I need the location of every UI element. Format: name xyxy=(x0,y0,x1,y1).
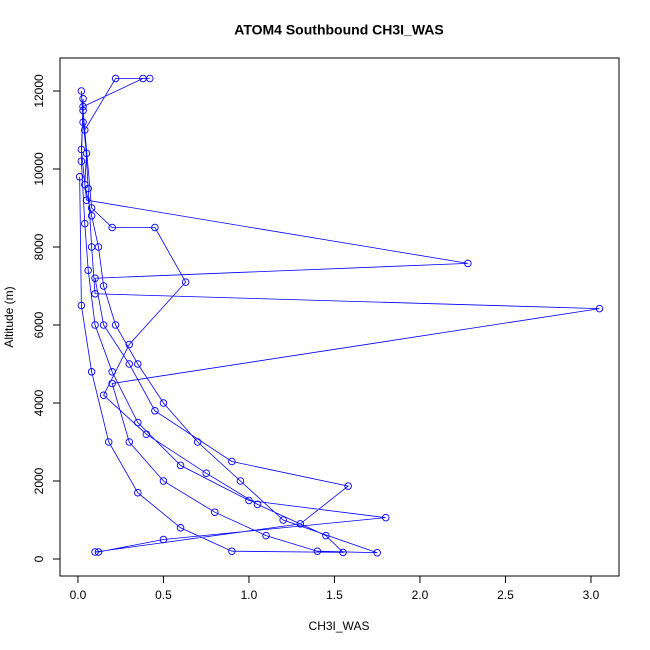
data-point xyxy=(193,438,202,446)
data-point xyxy=(108,223,116,232)
data-point xyxy=(77,145,86,154)
data-point xyxy=(99,321,108,329)
data-point xyxy=(139,74,147,83)
data-point xyxy=(151,223,159,232)
data-point xyxy=(84,266,92,275)
data-point xyxy=(87,243,96,251)
data-point xyxy=(79,106,87,115)
data-point xyxy=(595,304,604,313)
data-point xyxy=(79,95,87,103)
data-point xyxy=(108,379,116,388)
data-point xyxy=(111,321,120,329)
data-point xyxy=(84,184,92,193)
y-tick-label: 12000 xyxy=(32,74,46,108)
data-point xyxy=(151,407,159,415)
data-point xyxy=(91,548,99,556)
y-tick-label: 2000 xyxy=(32,467,46,494)
data-point xyxy=(81,126,89,134)
x-tick-label: 0.0 xyxy=(70,588,87,602)
data-point xyxy=(91,321,99,329)
data-point xyxy=(108,368,116,376)
data-point xyxy=(94,548,103,556)
data-point xyxy=(228,457,236,466)
data-point xyxy=(125,360,134,368)
y-tick-label: 0 xyxy=(32,555,46,562)
data-point xyxy=(75,173,84,181)
x-tick-label: 3.0 xyxy=(583,588,600,602)
data-point xyxy=(79,102,87,111)
data-point xyxy=(125,438,134,446)
data-point xyxy=(373,549,381,557)
data-point xyxy=(279,516,287,524)
data-point xyxy=(77,87,86,95)
chart-title: ATOM4 Southbound CH3I_WAS xyxy=(234,22,443,38)
x-tick-label: 1.5 xyxy=(326,588,343,602)
y-tick-label: 8000 xyxy=(32,233,46,260)
x-tick-label: 1.0 xyxy=(241,588,258,602)
data-point xyxy=(313,547,322,555)
data-point xyxy=(87,204,96,212)
data-point xyxy=(134,418,142,427)
plot-frame xyxy=(59,57,620,577)
data-point xyxy=(202,469,210,477)
data-point xyxy=(159,477,168,485)
data-point xyxy=(77,301,86,310)
data-point xyxy=(79,118,87,126)
data-point xyxy=(91,274,99,282)
data-point xyxy=(464,259,472,268)
data-point xyxy=(339,548,347,557)
x-tick-label: 2.5 xyxy=(497,588,514,602)
data-point xyxy=(344,482,352,490)
data-point xyxy=(134,360,142,368)
data-point xyxy=(262,531,270,540)
data-point xyxy=(99,282,108,290)
data-line xyxy=(79,78,600,554)
data-point xyxy=(176,524,185,532)
data-point xyxy=(91,290,99,298)
data-point xyxy=(228,547,236,555)
data-point xyxy=(87,212,96,220)
data-point xyxy=(322,531,330,540)
y-tick-label: 4000 xyxy=(32,389,46,416)
y-axis-label: Altitude (m) xyxy=(2,286,16,347)
data-point xyxy=(134,488,142,497)
data-point xyxy=(253,500,262,509)
data-point xyxy=(159,535,168,544)
data-point xyxy=(181,278,190,286)
y-tick-label: 6000 xyxy=(32,311,46,338)
x-tick-label: 0.5 xyxy=(155,588,172,602)
x-tick-label: 2.0 xyxy=(412,588,429,602)
data-point xyxy=(111,74,120,83)
data-point xyxy=(142,430,151,438)
data-point xyxy=(87,368,96,376)
data-point xyxy=(382,513,390,522)
data-point xyxy=(99,391,108,399)
data-point xyxy=(211,508,219,516)
data-point xyxy=(296,520,305,528)
y-tick-label: 10000 xyxy=(32,152,46,186)
data-point xyxy=(81,219,89,228)
data-point xyxy=(104,438,113,446)
data-point xyxy=(176,461,185,470)
data-point xyxy=(236,477,245,485)
data-point xyxy=(77,157,86,165)
data-point xyxy=(159,399,168,407)
x-axis-label: CH3I_WAS xyxy=(309,619,370,633)
data-point xyxy=(82,196,91,204)
data-point xyxy=(245,496,253,505)
data-point xyxy=(82,149,91,158)
data-point xyxy=(125,340,134,349)
